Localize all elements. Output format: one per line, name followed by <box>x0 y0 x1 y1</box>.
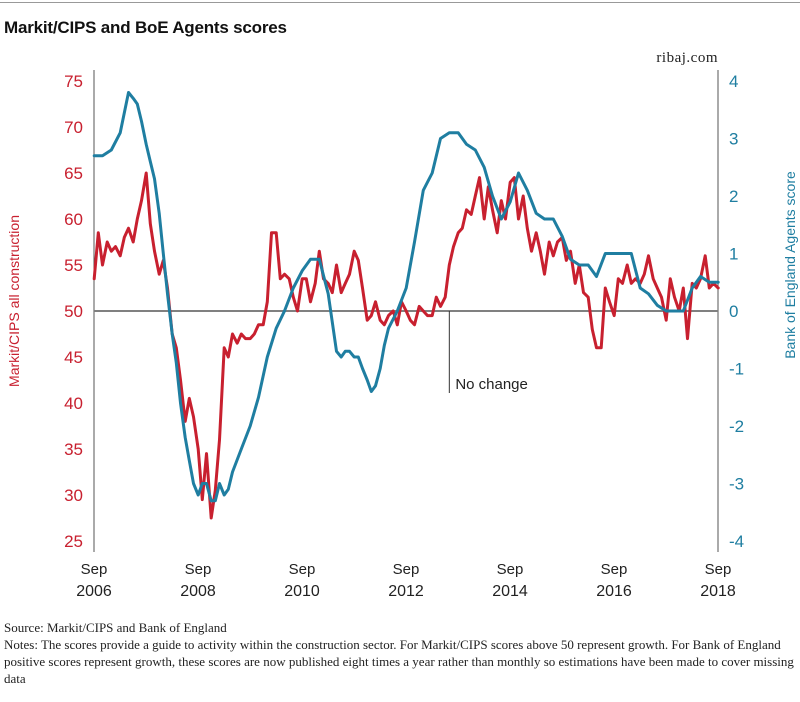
x-tick-year: 2018 <box>700 583 736 600</box>
boe-agents-series-line <box>92 91 720 503</box>
notes-text: Notes: The scores provide a guide to act… <box>4 637 794 686</box>
left-tick-label: 45 <box>64 348 83 367</box>
left-tick-label: 50 <box>64 302 83 321</box>
top-rule <box>0 2 800 3</box>
x-tick-month: Sep <box>705 561 732 578</box>
chart-svg: 25 30 35 40 45 50 55 60 65 70 75 -4 -3 -2 -1 0 1 2 3 4 Marki… <box>6 70 798 600</box>
right-tick-label: 1 <box>729 245 738 264</box>
chart-title: Markit/CIPS and BoE Agents scores <box>4 18 287 37</box>
left-tick-label: 25 <box>64 532 83 551</box>
x-tick-month: Sep <box>497 561 524 578</box>
right-tick-label: -2 <box>729 417 744 436</box>
x-tick-year: 2010 <box>284 583 320 600</box>
right-tick-label: -1 <box>729 360 744 379</box>
x-tick-year: 2014 <box>492 583 528 600</box>
left-tick-label: 35 <box>64 440 83 459</box>
left-tick-label: 40 <box>64 394 83 413</box>
right-tick-label: 4 <box>729 72 738 91</box>
x-tick-month: Sep <box>601 561 628 578</box>
left-tick-label: 30 <box>64 486 83 505</box>
annotation-no-change: No change <box>455 376 528 393</box>
left-tick-label: 70 <box>64 118 83 137</box>
source-note: Source: Markit/CIPS and Bank of England <box>4 620 227 635</box>
right-tick-label: -3 <box>729 475 744 494</box>
x-tick-year: 2016 <box>596 583 632 600</box>
left-tick-label: 65 <box>64 164 83 183</box>
left-tick-label: 55 <box>64 256 83 275</box>
left-tick-label: 60 <box>64 210 83 229</box>
x-tick-year: 2008 <box>180 583 216 600</box>
footer: Source: Markit/CIPS and Bank of England … <box>4 619 796 687</box>
x-tick-month: Sep <box>289 561 316 578</box>
left-tick-label: 75 <box>64 72 83 91</box>
x-tick-year: 2006 <box>76 583 112 600</box>
right-tick-label: -4 <box>729 532 744 551</box>
right-tick-label: 3 <box>729 130 738 149</box>
left-axis-title: Markit/CIPS all construction <box>6 215 22 387</box>
x-tick-month: Sep <box>185 561 212 578</box>
right-tick-label: 2 <box>729 187 738 206</box>
x-tick-month: Sep <box>81 561 108 578</box>
x-tick-year: 2012 <box>388 583 424 600</box>
site-credit: ribaj.com <box>656 50 718 66</box>
markit-cips-series-line <box>92 171 720 520</box>
x-tick-month: Sep <box>393 561 420 578</box>
right-axis-title: Bank of England Agents score <box>782 171 798 359</box>
right-tick-label: 0 <box>729 302 738 321</box>
